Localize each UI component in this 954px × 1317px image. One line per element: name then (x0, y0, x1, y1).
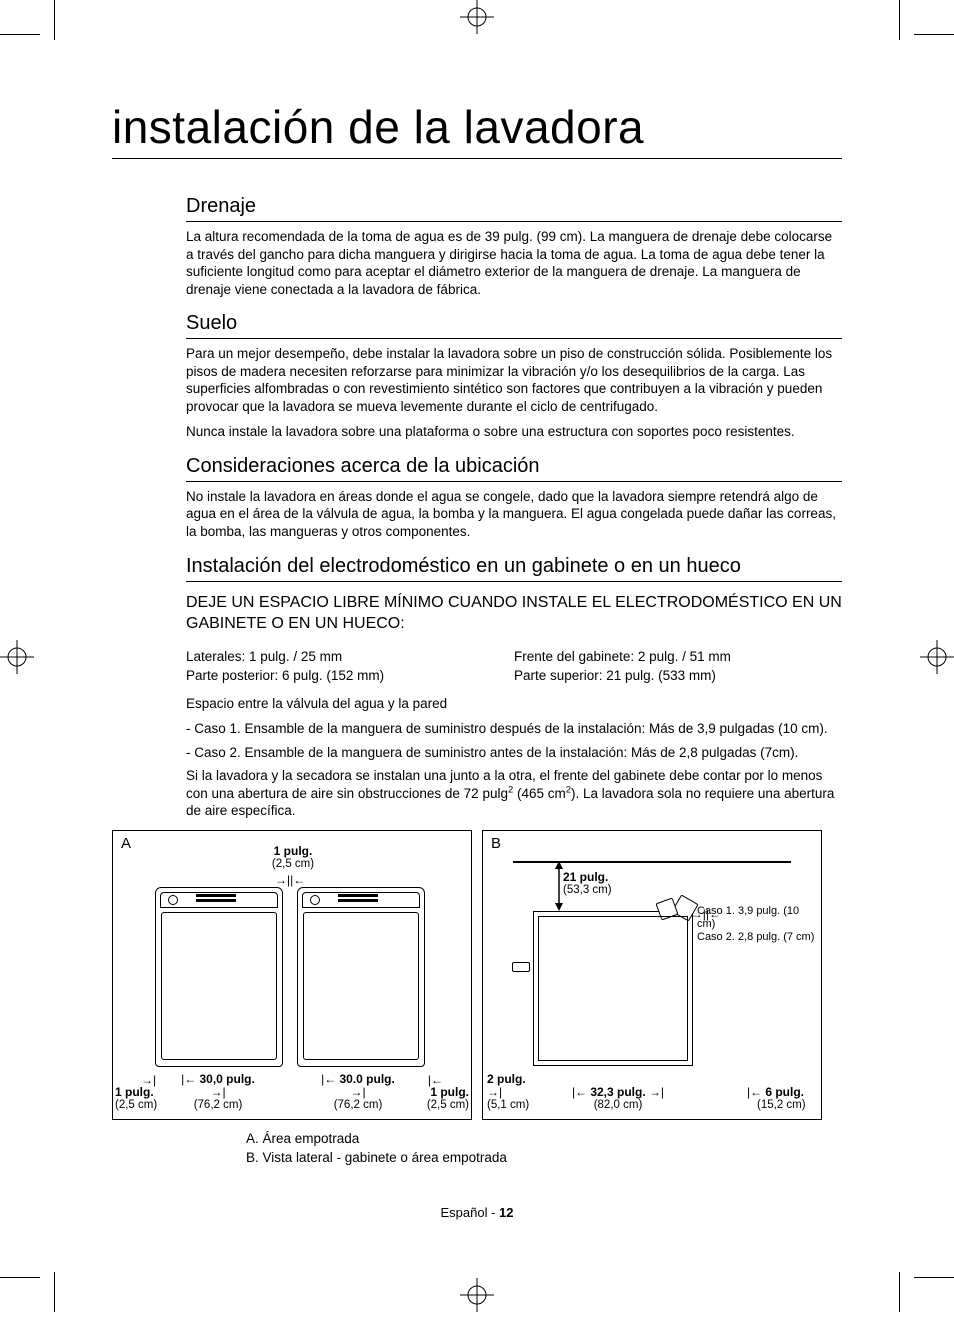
appliance-right (297, 887, 425, 1067)
clearance-superior: Parte superior: 21 pulg. (533 mm) (514, 666, 842, 685)
appliance-left (155, 887, 283, 1067)
diagram-a: A 1 pulg. (2,5 cm) →||← (112, 830, 472, 1120)
text-drenaje: La altura recomendada de la toma de agua… (186, 228, 842, 298)
clearance-laterales: Laterales: 1 pulg. / 25 mm (186, 647, 514, 666)
heading-drenaje: Drenaje (186, 195, 842, 222)
diagram-b: B 21 pulg. (53,3 cm) (482, 830, 822, 1120)
air-opening-note: Si la lavadora y la secadora se instalan… (186, 767, 842, 820)
topview-appliance (533, 911, 693, 1066)
diagram-b-label: B (491, 835, 501, 852)
page-title: instalación de la lavadora (112, 100, 842, 159)
reg-bottom (460, 1278, 494, 1312)
caso-2: - Caso 2. Ensamble de la manguera de sum… (186, 744, 842, 762)
heading-suelo: Suelo (186, 312, 842, 339)
heading-ubicacion: Consideraciones acerca de la ubicación (186, 455, 842, 482)
clearance-grid: Laterales: 1 pulg. / 25 mm Frente del ga… (186, 647, 842, 685)
espacio-label: Espacio entre la válvula del agua y la p… (186, 695, 842, 713)
text-ubicacion: No instale la lavadora en áreas donde el… (186, 488, 842, 541)
reg-top (460, 0, 494, 34)
clearance-posterior: Parte posterior: 6 pulg. (152 mm) (186, 666, 514, 685)
text-suelo-1: Para un mejor desempeño, debe instalar l… (186, 345, 842, 415)
reg-right (920, 640, 954, 674)
heading-gabinete: Instalación del electrodoméstico en un g… (186, 555, 842, 582)
text-suelo-2: Nunca instale la lavadora sobre una plat… (186, 423, 842, 441)
reg-left (0, 640, 34, 674)
subhead-gabinete: DEJE UN ESPACIO LIBRE MÍNIMO CUANDO INST… (186, 592, 842, 635)
legend-a: A. Área empotrada (246, 1130, 842, 1149)
legend-b: B. Vista lateral - gabinete o área empot… (246, 1149, 842, 1168)
clearance-frente: Frente del gabinete: 2 pulg. / 51 mm (514, 647, 842, 666)
diagram-a-label: A (121, 835, 131, 852)
caso-1: - Caso 1. Ensamble de la manguera de sum… (186, 720, 842, 738)
footer: Español - 12 (0, 1205, 954, 1220)
